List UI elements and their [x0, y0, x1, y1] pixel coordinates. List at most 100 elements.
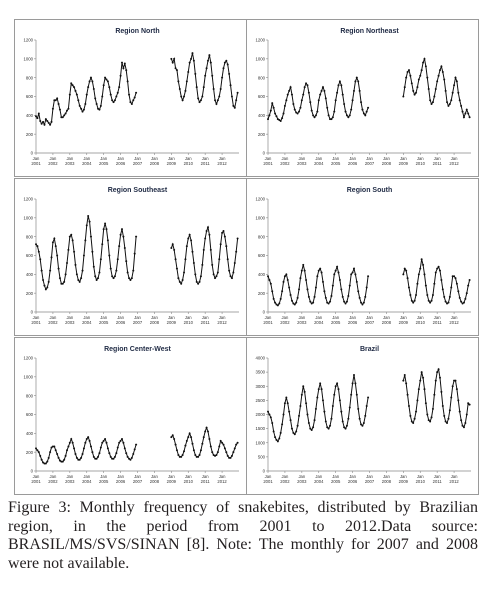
data-point: [218, 95, 221, 98]
data-point: [282, 112, 285, 115]
data-point: [85, 224, 88, 227]
chart-title: Region Center-West: [104, 346, 171, 353]
y-tick-label: 400: [26, 431, 34, 436]
chart-svg: Region Southeast 0 200 400 600 800 1000 1200 Jan…: [23, 187, 239, 325]
data-point: [129, 458, 132, 461]
data-point: [443, 78, 446, 81]
y-tick-label: 2000: [255, 412, 265, 417]
data-point: [57, 103, 60, 106]
data-point: [286, 402, 289, 405]
data-point: [321, 399, 324, 402]
data-point: [82, 254, 85, 257]
y-tick-label: 0: [31, 469, 34, 474]
data-point: [51, 107, 54, 110]
data-point: [403, 267, 406, 270]
data-point: [174, 258, 177, 261]
data-point: [97, 277, 100, 280]
x-tick-label: Jan 2011: [201, 156, 211, 166]
data-point: [441, 71, 444, 74]
data-point: [87, 436, 90, 439]
data-point: [201, 442, 204, 445]
data-point: [437, 74, 440, 77]
data-point: [444, 89, 447, 92]
data-point: [70, 233, 73, 236]
data-point: [67, 107, 70, 110]
x-tick-label: Jan 2003: [65, 474, 75, 484]
data-point: [423, 273, 426, 276]
data-point: [98, 271, 101, 274]
data-point: [180, 455, 183, 458]
data-point: [109, 267, 112, 270]
y-tick-label: 3500: [255, 370, 265, 375]
data-point: [211, 263, 214, 266]
series-line-1: [170, 426, 238, 459]
data-point: [320, 271, 323, 274]
y-tick-label: 200: [26, 132, 34, 137]
data-point: [43, 123, 46, 126]
data-point: [281, 290, 284, 293]
data-point: [81, 110, 84, 113]
data-point: [271, 421, 274, 424]
data-point: [221, 441, 224, 444]
data-point: [85, 93, 88, 96]
data-point: [306, 288, 309, 291]
data-point: [282, 413, 285, 416]
data-point: [313, 295, 316, 298]
y-tick-label: 400: [26, 113, 34, 118]
data-point: [228, 72, 231, 75]
data-point: [290, 299, 293, 302]
x-tick-label: Jan 2008: [150, 315, 160, 325]
y-tick-label: 600: [258, 94, 266, 99]
data-point: [109, 455, 112, 458]
x-tick-label: Jan 2007: [133, 315, 143, 325]
data-point: [268, 278, 271, 281]
data-point: [195, 280, 198, 283]
data-point: [321, 280, 324, 283]
data-point: [206, 430, 209, 433]
data-point: [91, 250, 94, 253]
data-point: [279, 297, 282, 300]
x-tick-label: Jan 2012: [449, 315, 459, 325]
data-point: [74, 453, 77, 456]
data-point: [229, 456, 232, 459]
x-tick-label: Jan 2010: [184, 474, 194, 484]
data-point: [73, 447, 76, 450]
data-point: [340, 288, 343, 291]
data-point: [417, 388, 420, 391]
data-point: [422, 61, 425, 64]
chart-title: Region North: [115, 28, 159, 35]
data-point: [180, 282, 183, 285]
data-point: [440, 390, 443, 393]
data-point: [345, 300, 348, 303]
data-point: [447, 417, 450, 420]
series-line-1: [170, 53, 239, 110]
data-point: [312, 426, 315, 429]
data-point: [135, 235, 138, 238]
data-point: [47, 456, 50, 459]
data-point: [89, 235, 92, 238]
data-point: [443, 295, 446, 298]
data-point: [364, 295, 367, 298]
data-point: [296, 112, 299, 115]
data-point: [360, 301, 363, 304]
data-point: [43, 462, 46, 465]
data-point: [279, 431, 282, 434]
data-point: [362, 421, 365, 424]
data-point: [233, 106, 236, 109]
data-point: [63, 458, 66, 461]
y-tick-label: 400: [258, 272, 266, 277]
data-point: [333, 273, 336, 276]
data-point: [360, 101, 363, 104]
data-point: [403, 373, 406, 376]
data-point: [413, 93, 416, 96]
data-point: [204, 74, 207, 77]
data-point: [361, 303, 364, 306]
data-point: [431, 294, 434, 297]
data-point: [327, 427, 330, 430]
data-point: [455, 80, 458, 83]
data-point: [434, 271, 437, 274]
data-point: [355, 393, 358, 396]
data-point: [215, 275, 218, 278]
data-point: [87, 86, 90, 89]
